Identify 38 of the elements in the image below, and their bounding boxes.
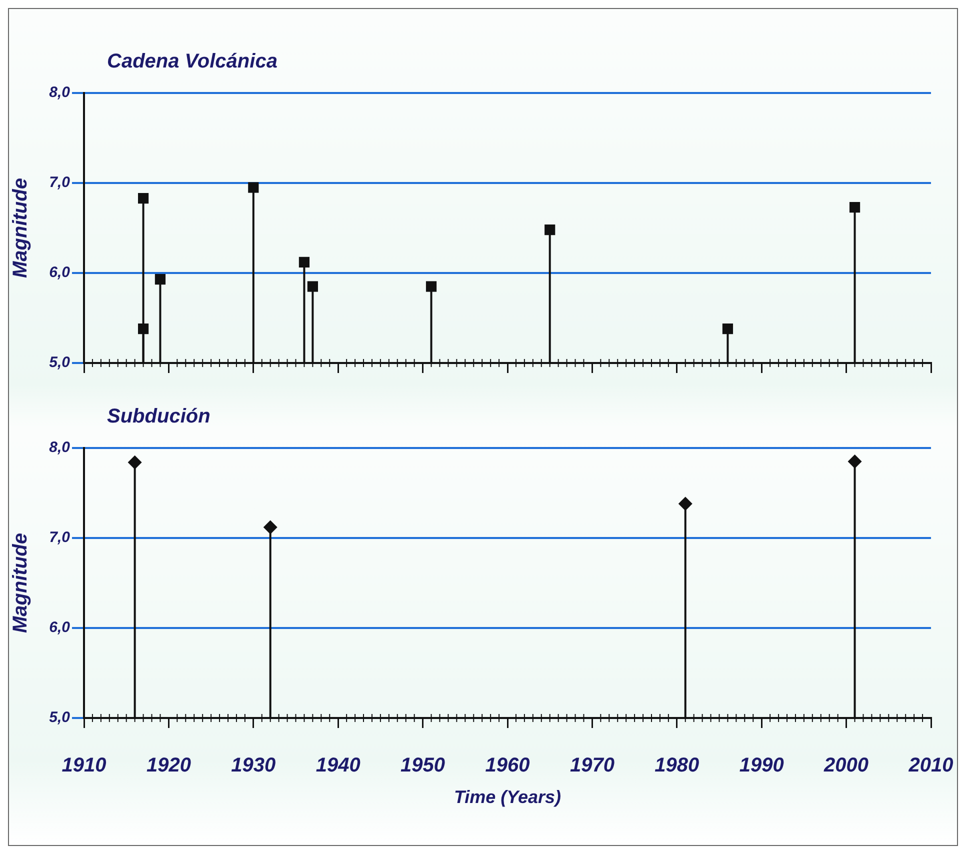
- x-tick-label: 1950: [400, 754, 446, 777]
- x-tick-label: 2010: [908, 754, 954, 777]
- point: [263, 520, 278, 534]
- y-tick-label: 5,0: [49, 354, 71, 372]
- point: [154, 274, 166, 285]
- point: [307, 281, 318, 292]
- point: [248, 182, 259, 193]
- y-tick-label: 7,0: [49, 174, 71, 192]
- point: [138, 192, 149, 204]
- x-tick-label: 1980: [654, 754, 700, 777]
- y-tick-label: 8,0: [49, 439, 71, 456]
- point: [426, 281, 437, 292]
- x-tick-label: 1940: [316, 754, 360, 777]
- x-axis-title: Time (Years): [454, 787, 562, 808]
- chart-title: Cadena Volcánica: [107, 50, 278, 73]
- point: [722, 323, 734, 334]
- y-axis-title: Magnitude: [10, 533, 32, 633]
- y-tick-label: 5,0: [49, 709, 71, 726]
- point: [678, 496, 692, 511]
- point: [128, 455, 142, 470]
- x-tick-label: 1920: [146, 754, 191, 777]
- x-tick-label: 2000: [823, 754, 869, 777]
- point: [848, 454, 862, 468]
- y-axis-title: Magnitude: [10, 178, 32, 278]
- x-tick-label: 1910: [62, 754, 106, 777]
- point: [849, 202, 860, 213]
- point: [544, 224, 556, 236]
- x-tick-label: 1990: [739, 754, 784, 777]
- y-tick-label: 8,0: [49, 84, 71, 102]
- x-tick-label: 1970: [570, 754, 614, 777]
- point: [298, 256, 310, 268]
- y-tick-label: 7,0: [49, 529, 71, 546]
- y-tick-label: 6,0: [49, 264, 71, 282]
- y-tick-label: 6,0: [49, 619, 71, 636]
- chart-title: Subdución: [107, 406, 210, 428]
- x-tick-label: 1960: [485, 754, 530, 777]
- point: [138, 323, 149, 334]
- x-tick-label: 1930: [231, 754, 276, 777]
